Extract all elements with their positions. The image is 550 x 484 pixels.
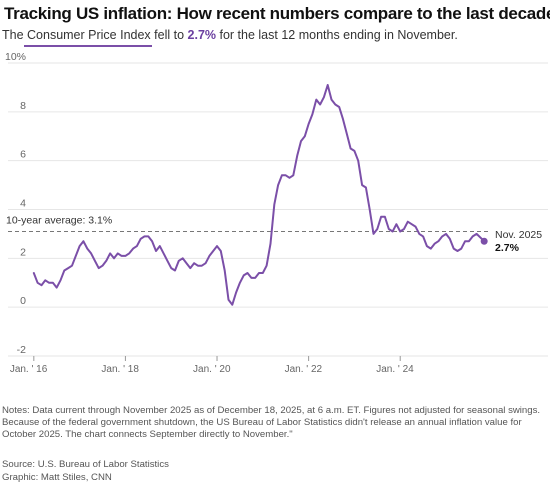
chart-credit: Graphic: Matt Stiles, CNN [2,472,112,483]
cpi-series-line [32,84,486,306]
y-tick-label: 0 [20,295,26,307]
y-tick-label: -2 [17,344,26,356]
cpi-link[interactable]: Consumer Price Index [27,28,151,42]
gridlines [8,62,548,357]
chart-source: Source: U.S. Bureau of Labor Statistics [2,459,169,470]
chart-subtitle: The Consumer Price Index fell to 2.7% fo… [2,28,458,42]
end-date-label: Nov. 2025 [495,229,542,241]
average-label: 10-year average: 3.1% [6,214,112,226]
end-value-label: 2.7% [495,242,520,254]
series-group [32,84,486,306]
x-tick-label: Jan. ' 16 [10,364,48,375]
average-line-group: 10-year average: 3.1% [6,214,490,232]
y-tick-label: 4 [20,198,26,210]
subtitle-prefix: The [2,28,28,42]
x-tick-label: Jan. ' 20 [193,364,231,375]
x-tick-label: Jan. ' 22 [285,364,323,375]
x-axis-ticks: Jan. ' 16 Jan. ' 18 Jan. ' 20 Jan. ' 22 Jan.… [10,356,414,375]
x-tick-label: Jan. ' 18 [101,364,139,375]
end-point-marker [480,237,488,245]
y-axis-ticks: -2 0 2 4 6 8 10% [5,51,26,356]
chart-title: Tracking US inflation: How recent number… [4,4,550,23]
y-tick-label: 10% [5,51,26,63]
subtitle-middle: fell to [150,28,188,42]
y-tick-label: 2 [20,246,26,258]
subtitle-value: 2.7% [187,28,217,42]
y-tick-label: 6 [20,149,26,161]
y-tick-label: 8 [20,100,26,112]
subtitle-suffix: for the last 12 months ending in Novembe… [216,28,458,42]
x-tick-label: Jan. ' 24 [376,364,414,375]
chart-notes: Notes: Data current through November 202… [2,405,541,440]
cpi-link-underline [24,45,152,47]
